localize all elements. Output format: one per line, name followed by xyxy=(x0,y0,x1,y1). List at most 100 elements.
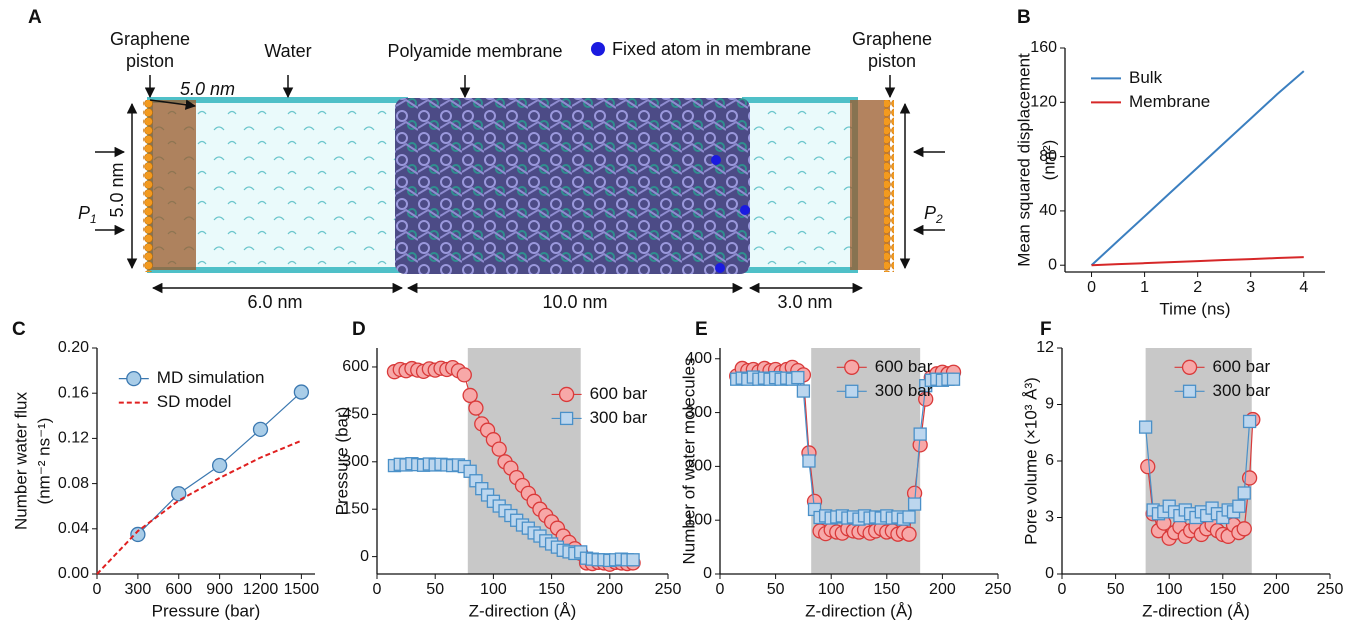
graphene-layer xyxy=(148,100,196,270)
series-line xyxy=(96,439,302,575)
p-sub: 1 xyxy=(90,212,97,226)
marker xyxy=(558,386,575,403)
y-tick-label: 300 xyxy=(685,404,712,421)
y-tick-label: 0 xyxy=(703,565,712,582)
x-tick-label: 600 xyxy=(165,581,192,598)
y-tick-label: 40 xyxy=(1039,202,1057,219)
legend-label: 300 bar xyxy=(875,381,933,400)
marker xyxy=(1182,384,1197,398)
y-tick-label: 12 xyxy=(1036,339,1054,356)
y-tick-label: 0.16 xyxy=(58,384,89,401)
x-tick-label: 100 xyxy=(818,581,845,598)
label-piston: piston xyxy=(126,51,174,71)
y-tick-label: 150 xyxy=(342,500,369,517)
chart-panel: 0 50 100 150 200 250 0 100 200 300 400 E Z-direction… xyxy=(679,319,1011,620)
y-tick-label: 300 xyxy=(342,453,369,470)
marker xyxy=(844,359,860,375)
x-tick-label: 150 xyxy=(538,581,565,598)
marker xyxy=(1138,420,1153,434)
series-line xyxy=(1091,256,1304,267)
x-tick-label: 1200 xyxy=(243,581,279,598)
water-region xyxy=(742,97,858,273)
marker xyxy=(791,370,805,385)
marker xyxy=(907,497,922,511)
x-tick-label: 4 xyxy=(1299,279,1308,296)
y-axis-label: Number of water molecules xyxy=(679,358,698,565)
x-tick-label: 900 xyxy=(206,581,233,598)
label-width: 5.0 nm xyxy=(180,79,235,99)
marker xyxy=(252,421,269,438)
chart-panel: 0 50 100 150 200 250 0 3 6 9 12F Z-direction (Å) Por… xyxy=(1021,319,1343,620)
y-tick-label: 120 xyxy=(1030,94,1057,111)
marker xyxy=(1232,499,1246,513)
marker xyxy=(456,367,472,383)
marker xyxy=(1237,486,1251,500)
label-p2: P2 xyxy=(924,203,943,226)
x-tick-label: 200 xyxy=(1263,581,1290,598)
x-tick-label: 150 xyxy=(873,581,900,598)
x-axis-label: Z-direction (Å) xyxy=(469,601,577,620)
fixed-atom xyxy=(715,263,725,273)
marker xyxy=(293,384,310,400)
y-tick-label: 0 xyxy=(1045,565,1054,582)
label-height: 5.0 nm xyxy=(107,162,127,217)
x-tick-label: 0 xyxy=(716,581,725,598)
y-tick-label: 0.12 xyxy=(58,430,89,447)
y-tick-label: 600 xyxy=(342,358,369,375)
x-tick-label: 3 xyxy=(1246,279,1255,296)
marker xyxy=(796,384,811,398)
y-tick-label: 0 xyxy=(360,548,369,565)
dim-label: 6.0 nm xyxy=(247,292,302,312)
fixed-atom xyxy=(711,155,721,165)
marker xyxy=(845,384,859,398)
y-tick-label: 0 xyxy=(1048,256,1057,273)
dim-label: 10.0 nm xyxy=(542,292,607,312)
legend-label: 600 bar xyxy=(875,357,933,376)
fixed-atom xyxy=(740,205,750,215)
x-tick-label: 1 xyxy=(1140,279,1149,296)
x-axis-label: Z-direction (Å) xyxy=(805,601,913,620)
y-tick-label: 200 xyxy=(685,458,712,475)
x-tick-label: 0 xyxy=(373,581,382,598)
marker xyxy=(1181,359,1198,375)
x-tick-label: 200 xyxy=(596,581,623,598)
y-tick-label: 0.00 xyxy=(58,565,89,582)
label-piston: Graphene xyxy=(110,29,190,49)
y-axis-label: Pressure (bar) xyxy=(332,407,351,516)
arrow xyxy=(149,99,197,110)
x-tick-label: 100 xyxy=(1156,581,1183,598)
panel-letter: A xyxy=(28,7,42,28)
y-axis-label: Mean squared displacement xyxy=(1014,53,1033,267)
legend-label: SD model xyxy=(157,392,232,411)
label-piston: piston xyxy=(868,51,916,71)
x-tick-label: 300 xyxy=(125,581,152,598)
x-tick-label: 250 xyxy=(655,581,682,598)
x-tick-label: 50 xyxy=(1107,581,1125,598)
marker xyxy=(946,372,961,386)
x-axis-label: Pressure (bar) xyxy=(152,601,261,620)
panel-a: A Graphene piston Water Polyamide membra… xyxy=(28,7,945,312)
panel-letter: F xyxy=(1040,319,1052,340)
chart-panel: 0 300 600 900 1200 1500 0.00 0.04 0.08 0.12 0.16 0.… xyxy=(11,319,319,620)
x-tick-label: 0 xyxy=(93,581,102,598)
x-tick-label: 150 xyxy=(1209,581,1236,598)
x-tick-label: 1500 xyxy=(284,581,320,598)
p: P xyxy=(924,203,936,223)
chart-panel: 0 50 100 150 200 250 0 150 300 450 600 D Z-direction… xyxy=(332,319,681,620)
x-tick-label: 0 xyxy=(1087,279,1096,296)
x-tick-label: 250 xyxy=(985,581,1012,598)
panel-letter: C xyxy=(12,319,26,340)
legend-label: 300 bar xyxy=(1213,381,1271,400)
y-tick-label: 9 xyxy=(1045,396,1054,413)
fixed-atom-key xyxy=(591,42,605,56)
marker xyxy=(902,510,916,524)
label-fixed-atom: Fixed atom in membrane xyxy=(612,39,811,59)
x-tick-label: 250 xyxy=(1317,581,1344,598)
y-tick-label: 400 xyxy=(685,350,712,367)
marker xyxy=(126,370,142,387)
label-membrane: Polyamide membrane xyxy=(387,41,562,61)
y-axis-label: Pore volume (×10³ Å³) xyxy=(1021,377,1040,545)
dim-label: 3.0 nm xyxy=(777,292,832,312)
